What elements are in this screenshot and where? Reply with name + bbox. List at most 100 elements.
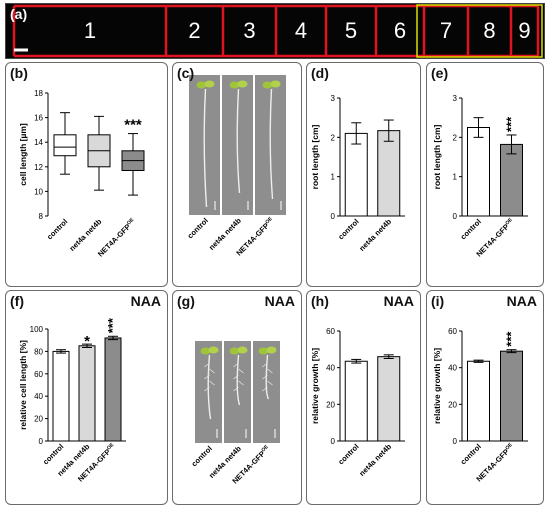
seedling-root [236, 88, 241, 194]
highlight-box [416, 4, 543, 58]
y-axis-label: root length [cm] [310, 124, 320, 189]
bar [78, 345, 96, 442]
y-tick-label: 16 [34, 114, 43, 123]
cotyledon [229, 81, 240, 89]
category-tick-label: control [336, 442, 360, 466]
lateral-root [262, 386, 268, 392]
cotyledon [208, 346, 219, 354]
category-tick-label: control [459, 217, 483, 241]
significance-label: * [84, 333, 90, 350]
panel-label-e: (e) [431, 65, 449, 81]
category-tick-label: control [459, 442, 483, 466]
bar [500, 350, 523, 442]
treatment-label-i: NAA [506, 293, 537, 309]
y-tick-label: 60 [326, 327, 335, 336]
y-tick-label: 0 [39, 437, 44, 446]
significance-label: *** [504, 331, 519, 347]
cell-number-label: 5 [344, 18, 358, 43]
y-tick-label: 100 [30, 325, 44, 334]
cotyledon [270, 80, 281, 88]
y-tick-label: 20 [34, 415, 43, 424]
y-tick-label: 40 [34, 392, 43, 401]
panel-b: (b) 8 10 12 14 16 18 cell length [µm] *** contro… [5, 62, 168, 287]
y-axis-label: relative cell length [%] [18, 340, 28, 430]
lateral-root [238, 380, 244, 386]
bar [344, 132, 368, 217]
significance-label: *** [105, 317, 120, 333]
y-axis-label: cell length [µm] [18, 123, 28, 186]
category-tick-label: net4a net4b [357, 217, 393, 253]
lateral-root [204, 374, 210, 380]
lateral-root [233, 362, 239, 368]
y-tick-label: 2 [331, 133, 336, 142]
cell-number-label: 3 [243, 18, 256, 43]
panel-i: (i) NAA 0 20 40 60 relative growth [%] *** con… [426, 290, 544, 505]
y-tick-label: 1 [453, 173, 458, 182]
category-tick-label: net4a net4b [357, 442, 393, 478]
y-tick-label: 60 [448, 327, 457, 336]
cell-number-label: 6 [393, 18, 407, 43]
panel-f: (f) NAA 0 20 40 60 80 100 relative cell length… [5, 290, 168, 505]
seedling-root [236, 354, 241, 406]
lateral-root [238, 368, 244, 374]
y-tick-label: 8 [39, 212, 44, 221]
seedling-root [269, 88, 274, 200]
bar [500, 143, 523, 217]
y-tick-label: 12 [34, 163, 43, 172]
cotyledon [258, 347, 269, 355]
cell-number-label: 8 [483, 18, 496, 43]
cell-number-label: 2 [188, 18, 201, 43]
y-tick-label: 2 [453, 133, 458, 142]
seedling-root [203, 88, 208, 208]
y-axis-label: relative growth [%] [432, 348, 442, 424]
cell-number-label: 1 [83, 18, 97, 43]
significance-label: *** [504, 116, 519, 132]
cell-number-label: 7 [439, 18, 453, 43]
bar [467, 360, 490, 442]
cotyledon [229, 347, 240, 355]
category-tick-label: control [190, 444, 214, 468]
cotyledon [196, 81, 207, 89]
bar [52, 350, 70, 442]
cell-membranes [12, 4, 543, 58]
panel-label-c: (c) [177, 65, 195, 81]
cotyledon [204, 80, 215, 88]
y-tick-label: 0 [453, 437, 458, 446]
bar [467, 127, 490, 217]
lateral-root [233, 374, 239, 380]
panel-label-i: (i) [431, 293, 445, 309]
lateral-root [267, 368, 273, 374]
y-tick-label: 0 [453, 212, 458, 221]
panel-label-g: (g) [177, 293, 195, 309]
cotyledon [237, 346, 248, 354]
bar [377, 356, 401, 442]
treatment-label-h: NAA [383, 293, 414, 309]
y-tick-label: 10 [34, 187, 43, 196]
category-tick-label: control [336, 217, 360, 241]
cell-number-label: 9 [518, 18, 531, 43]
lateral-root [204, 362, 210, 368]
lateral-root [262, 374, 268, 380]
cotyledon [262, 81, 273, 89]
y-axis-label: relative growth [%] [310, 348, 320, 424]
significance-label: *** [124, 117, 142, 134]
lateral-root [209, 380, 215, 386]
y-tick-label: 18 [34, 89, 43, 98]
y-tick-label: 20 [326, 400, 335, 409]
bar [377, 130, 401, 217]
cotyledon [266, 346, 277, 354]
cotyledon [200, 347, 211, 355]
panel-label-f: (f) [10, 293, 24, 309]
lateral-root [262, 362, 268, 368]
panel-d: (d) 0 1 2 3 root length [cm] control net4a net… [306, 62, 421, 287]
chart-b: 8 10 12 14 16 18 cell length [µm] *** controlnet… [18, 89, 145, 259]
y-tick-label: 0 [331, 437, 336, 446]
y-tick-label: 14 [34, 138, 43, 147]
